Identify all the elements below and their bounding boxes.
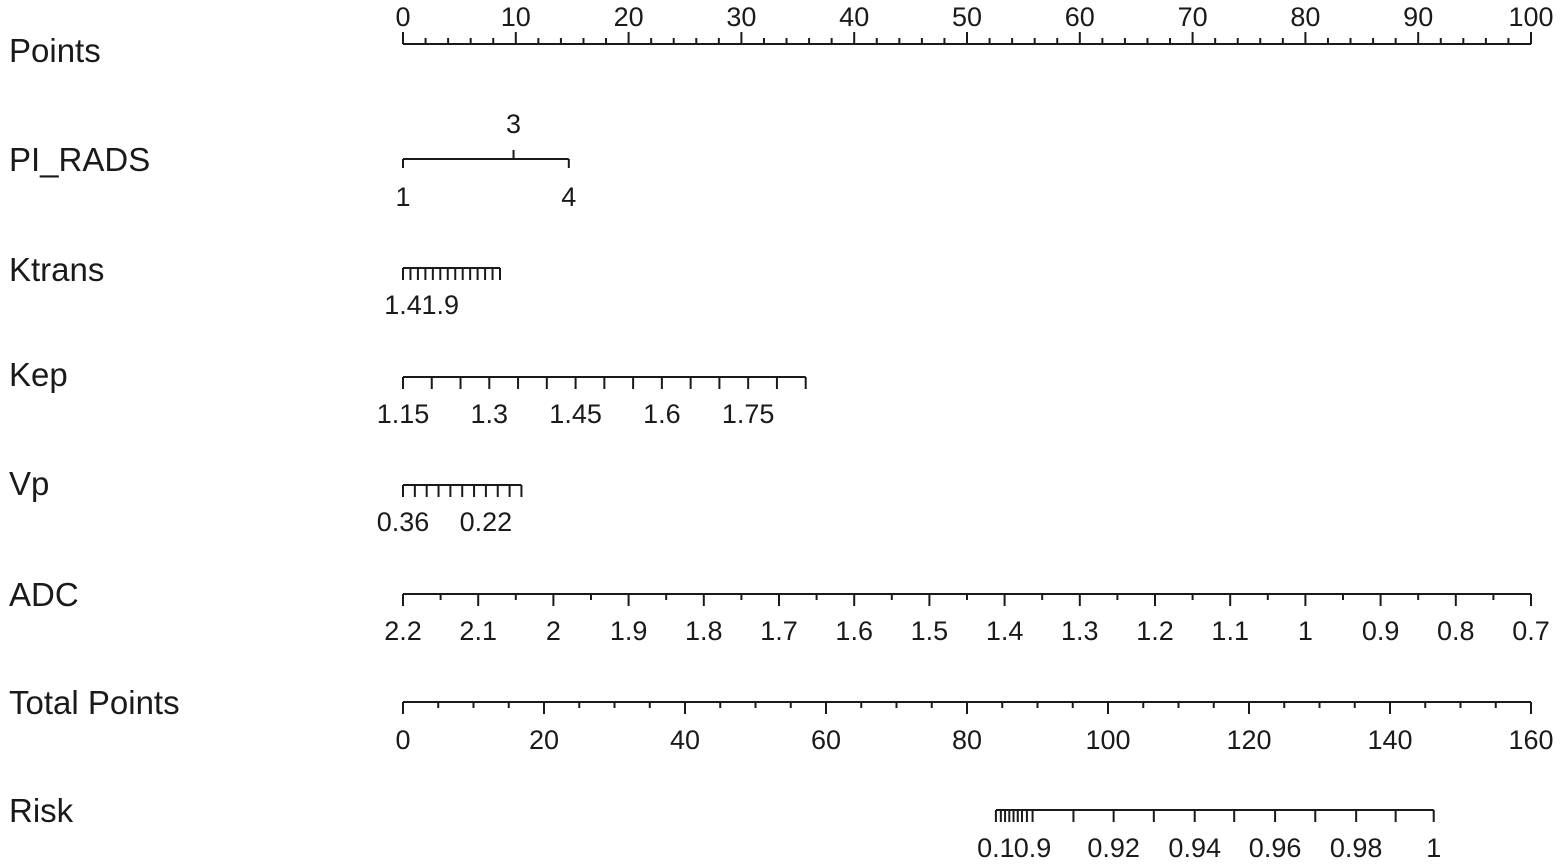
kep-tick-label: 1.75	[722, 399, 775, 429]
adc-tick-label: 1.6	[835, 616, 873, 646]
kep-tick-label: 1.45	[549, 399, 602, 429]
vp-tick-label: 0.36	[377, 507, 430, 537]
total-points-tick-label: 20	[529, 725, 559, 755]
pi-rads-tick-label: 3	[506, 109, 521, 139]
adc-axis-label: ADC	[9, 576, 79, 613]
adc-tick-label: 1.3	[1061, 616, 1099, 646]
total-points-axis: Total Points 0 20 40 60 80 100 120 140 160	[9, 684, 1554, 755]
adc-tick-label: 2.1	[459, 616, 497, 646]
total-points-tick-label: 140	[1367, 725, 1412, 755]
adc-tick-label: 1.7	[760, 616, 798, 646]
points-tick-label: 80	[1290, 2, 1320, 32]
points-tick-label: 90	[1403, 2, 1433, 32]
pi-rads-tick-label: 1	[395, 182, 410, 212]
adc-tick-label: 2	[546, 616, 561, 646]
ktrans-tick-label: 1.4	[384, 290, 422, 320]
total-points-tick-label: 60	[811, 725, 841, 755]
vp-axis: Vp 0.36 0.22	[9, 465, 523, 537]
total-points-tick-label: 40	[670, 725, 700, 755]
pi-rads-tick-label: 4	[561, 182, 576, 212]
risk-tick-label: 0.96	[1249, 833, 1302, 863]
vp-tick-label: 0.22	[460, 507, 513, 537]
risk-tick-label: 1	[1426, 833, 1441, 863]
adc-tick-label: 1.9	[610, 616, 648, 646]
kep-axis: Kep 1.15 1.3 1.45 1.6 1.75	[9, 356, 807, 429]
risk-axis: Risk 0.1 0.9 0.92 0.94 0.96 0.98 1	[9, 792, 1441, 863]
pi-rads-axis: PI_RADS 1 3 4	[9, 109, 576, 212]
total-points-tick-label: 120	[1226, 725, 1271, 755]
adc-tick-label: 1	[1298, 616, 1313, 646]
points-axis: Points 0 10 20 30 40 50 60 70 80 90 100	[9, 2, 1554, 69]
points-tick-label: 60	[1065, 2, 1095, 32]
adc-tick-label: 0.8	[1437, 616, 1475, 646]
adc-tick-label: 2.2	[384, 616, 422, 646]
risk-tick-label: 0.92	[1087, 833, 1140, 863]
pi-rads-axis-label: PI_RADS	[9, 141, 150, 178]
points-tick-label: 70	[1178, 2, 1208, 32]
total-points-axis-label: Total Points	[9, 684, 180, 721]
adc-tick-label: 1.4	[986, 616, 1024, 646]
points-tick-label: 100	[1508, 2, 1553, 32]
total-points-tick-label: 0	[395, 725, 410, 755]
adc-tick-label: 0.7	[1512, 616, 1550, 646]
risk-axis-label: Risk	[9, 792, 74, 829]
kep-tick-label: 1.6	[643, 399, 681, 429]
risk-tick-label: 0.94	[1168, 833, 1221, 863]
ktrans-tick-label: 1.9	[422, 290, 460, 320]
adc-tick-label: 0.9	[1362, 616, 1400, 646]
risk-tick-label: 0.1	[977, 833, 1015, 863]
adc-axis: ADC 2.2 2.1 2 1.9 1.8 1.7 1.6 1.5 1.4 1.3 1.2 1.1 1 0.…	[9, 576, 1550, 646]
vp-axis-label: Vp	[9, 465, 49, 502]
risk-tick-label: 0.98	[1330, 833, 1383, 863]
kep-tick-label: 1.15	[377, 399, 430, 429]
adc-tick-label: 1.8	[685, 616, 723, 646]
adc-tick-label: 1.2	[1136, 616, 1174, 646]
kep-axis-label: Kep	[9, 356, 68, 393]
total-points-tick-label: 80	[952, 725, 982, 755]
points-tick-label: 10	[501, 2, 531, 32]
points-axis-label: Points	[9, 32, 101, 69]
total-points-tick-label: 100	[1085, 725, 1130, 755]
ktrans-axis: Ktrans 1.4 1.9	[9, 251, 502, 320]
total-points-tick-label: 160	[1508, 725, 1553, 755]
points-tick-label: 30	[726, 2, 756, 32]
adc-tick-label: 1.1	[1211, 616, 1249, 646]
adc-tick-label: 1.5	[911, 616, 949, 646]
points-tick-label: 20	[614, 2, 644, 32]
risk-tick-label: 0.9	[1014, 833, 1052, 863]
kep-tick-label: 1.3	[471, 399, 509, 429]
points-tick-label: 50	[952, 2, 982, 32]
points-tick-label: 40	[839, 2, 869, 32]
ktrans-axis-label: Ktrans	[9, 251, 104, 288]
points-tick-label: 0	[395, 2, 410, 32]
